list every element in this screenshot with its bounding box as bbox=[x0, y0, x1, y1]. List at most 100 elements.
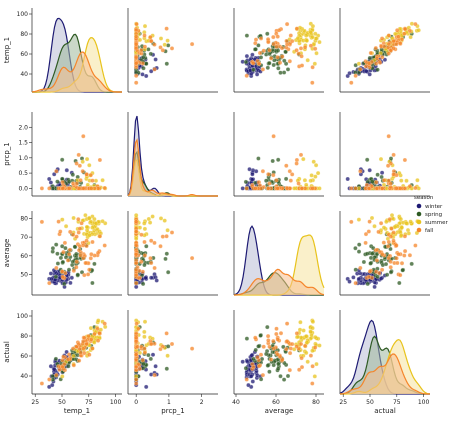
point-fall bbox=[260, 67, 265, 72]
point-spring bbox=[375, 67, 380, 72]
point-fall bbox=[134, 22, 139, 27]
point-spring bbox=[256, 344, 261, 349]
point-summer bbox=[389, 213, 395, 218]
point-summer bbox=[399, 233, 404, 238]
point-fall bbox=[74, 234, 79, 239]
y-axis-label: average bbox=[3, 239, 11, 268]
x-tick-label: 75 bbox=[393, 399, 401, 406]
point-summer bbox=[313, 31, 318, 36]
y-axis-label: prcp_1 bbox=[3, 142, 11, 165]
point-fall bbox=[375, 247, 380, 252]
point-fall bbox=[349, 80, 354, 85]
point-winter bbox=[64, 349, 69, 355]
point-winter bbox=[47, 176, 52, 182]
point-spring bbox=[148, 356, 153, 361]
point-fall bbox=[95, 326, 100, 331]
point-spring bbox=[50, 186, 56, 191]
pairplot-panels: 40 60 80 100 temp_1 0.0 0.5 1.0 1.5 2.0 prcp_1 50 60… bbox=[3, 8, 431, 415]
point-summer bbox=[134, 236, 139, 241]
point-fall bbox=[139, 48, 144, 53]
point-spring bbox=[367, 55, 372, 61]
point-summer bbox=[308, 30, 313, 35]
point-winter bbox=[240, 359, 245, 364]
point-summer bbox=[80, 159, 85, 164]
x-tick-label: 25 bbox=[31, 399, 39, 406]
point-spring bbox=[74, 251, 79, 257]
point-fall bbox=[413, 185, 418, 191]
point-winter bbox=[250, 177, 255, 182]
point-fall bbox=[402, 253, 407, 258]
point-fall bbox=[90, 346, 95, 351]
point-summer bbox=[404, 221, 409, 226]
point-fall bbox=[358, 169, 363, 174]
point-summer bbox=[148, 220, 153, 225]
point-winter bbox=[379, 276, 384, 281]
point-fall bbox=[271, 41, 276, 47]
point-spring bbox=[265, 363, 270, 368]
kde-fill-winter bbox=[340, 320, 430, 394]
x-tick-label: 1 bbox=[167, 399, 171, 406]
point-fall bbox=[149, 260, 154, 266]
y-tick-label: 60 bbox=[20, 353, 28, 360]
point-fall bbox=[95, 250, 101, 255]
point-fall bbox=[374, 180, 379, 185]
point-fall bbox=[152, 265, 157, 271]
point-summer bbox=[165, 38, 170, 43]
point-fall bbox=[134, 55, 139, 60]
point-spring bbox=[166, 43, 171, 48]
point-fall bbox=[134, 381, 139, 386]
point-summer bbox=[398, 217, 403, 222]
kde-fill-summer bbox=[32, 37, 122, 92]
point-spring bbox=[55, 261, 61, 266]
point-fall bbox=[368, 50, 373, 56]
point-fall bbox=[373, 45, 378, 51]
point-fall bbox=[85, 272, 91, 277]
point-spring bbox=[53, 356, 59, 361]
point-fall bbox=[363, 240, 368, 245]
point-fall bbox=[288, 33, 293, 38]
point-winter bbox=[149, 275, 154, 280]
point-summer bbox=[313, 335, 318, 340]
point-winter bbox=[249, 353, 254, 358]
point-spring bbox=[282, 70, 287, 75]
point-fall bbox=[97, 157, 103, 163]
point-fall bbox=[134, 267, 139, 272]
panel-average-vs-prcp_1 bbox=[127, 211, 218, 296]
point-spring bbox=[141, 55, 146, 60]
point-winter bbox=[153, 364, 158, 369]
point-spring bbox=[271, 62, 276, 68]
point-spring bbox=[397, 280, 402, 286]
point-summer bbox=[158, 36, 164, 41]
point-spring bbox=[70, 259, 75, 264]
point-summer bbox=[310, 348, 315, 353]
point-spring bbox=[66, 267, 72, 272]
point-winter bbox=[367, 72, 372, 77]
point-fall bbox=[82, 335, 87, 340]
point-fall bbox=[260, 169, 265, 174]
point-fall bbox=[275, 34, 280, 39]
panel-actual-vs-actual: 25 50 75 100 actual bbox=[339, 310, 431, 415]
point-spring bbox=[278, 70, 283, 75]
point-fall bbox=[275, 55, 280, 60]
point-fall bbox=[298, 341, 304, 347]
point-fall bbox=[285, 22, 290, 27]
point-fall bbox=[81, 186, 86, 191]
x-axis-label: prcp_1 bbox=[161, 407, 184, 415]
point-summer bbox=[369, 215, 375, 221]
point-summer bbox=[142, 226, 147, 231]
point-spring bbox=[265, 31, 270, 36]
point-spring bbox=[256, 156, 261, 161]
point-winter bbox=[69, 275, 74, 280]
point-fall bbox=[244, 186, 249, 191]
point-spring bbox=[265, 65, 270, 70]
point-spring bbox=[72, 244, 78, 249]
point-fall bbox=[266, 338, 271, 343]
point-fall bbox=[396, 34, 401, 39]
point-fall bbox=[152, 373, 157, 378]
point-summer bbox=[304, 340, 310, 345]
point-fall bbox=[271, 134, 276, 139]
point-fall bbox=[169, 230, 175, 235]
point-spring bbox=[276, 66, 281, 71]
point-spring bbox=[50, 377, 56, 382]
point-fall bbox=[407, 184, 412, 189]
